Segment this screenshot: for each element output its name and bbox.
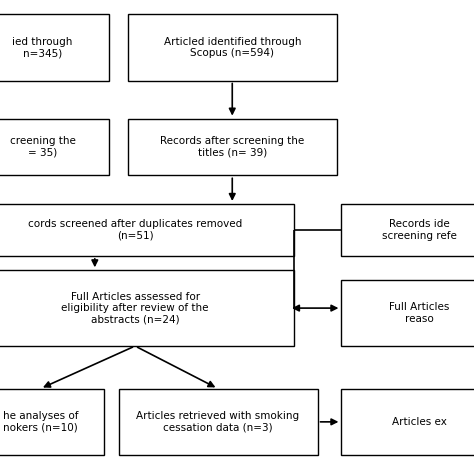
Bar bbox=[128, 118, 337, 175]
Text: he analyses of
nokers (n=10): he analyses of nokers (n=10) bbox=[2, 411, 78, 433]
Bar bbox=[341, 389, 474, 455]
Text: Records ide
screening refe: Records ide screening refe bbox=[382, 219, 457, 241]
Bar bbox=[0, 204, 294, 256]
Bar bbox=[0, 270, 294, 346]
Text: ied through
n=345): ied through n=345) bbox=[12, 36, 73, 58]
Bar bbox=[0, 389, 104, 455]
Text: Records after screening the
titles (n= 39): Records after screening the titles (n= 3… bbox=[160, 136, 304, 158]
Bar bbox=[341, 280, 474, 346]
Bar bbox=[341, 204, 474, 256]
Bar bbox=[118, 389, 318, 455]
Bar bbox=[128, 14, 337, 81]
Text: Full Articles
reaso: Full Articles reaso bbox=[389, 302, 450, 324]
Text: Full Articles assessed for
eligibility after review of the
abstracts (n=24): Full Articles assessed for eligibility a… bbox=[61, 292, 209, 325]
Text: Articles ex: Articles ex bbox=[392, 417, 447, 427]
Bar bbox=[0, 14, 109, 81]
Text: creening the
= 35): creening the = 35) bbox=[10, 136, 75, 158]
Text: Articles retrieved with smoking
cessation data (n=3): Articles retrieved with smoking cessatio… bbox=[137, 411, 300, 433]
Bar bbox=[0, 118, 109, 175]
Text: cords screened after duplicates removed
(n=51): cords screened after duplicates removed … bbox=[28, 219, 242, 241]
Text: Articled identified through
Scopus (n=594): Articled identified through Scopus (n=59… bbox=[164, 36, 301, 58]
